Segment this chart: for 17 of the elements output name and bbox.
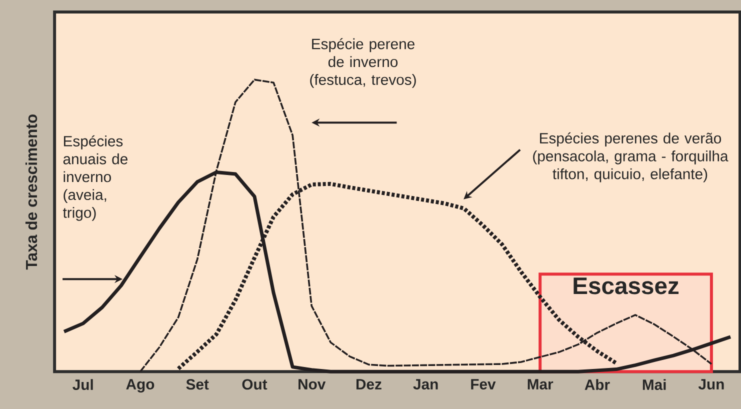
x-tick-label: Fev xyxy=(471,378,496,390)
x-tick-label: Jul xyxy=(72,378,93,390)
x-tick-label: Set xyxy=(186,378,209,390)
x-tick-label: Abr xyxy=(584,378,610,390)
x-tick-label: Jan xyxy=(413,378,438,390)
x-tick-label: Jun xyxy=(698,378,724,390)
x-tick-label: Nov xyxy=(298,378,326,390)
y-axis-title: Taxa de crescimento xyxy=(25,114,38,270)
x-tick-label: Mai xyxy=(642,378,666,390)
text: Espécies anuais de inverno (aveia, trigo) xyxy=(62,135,128,221)
text: Espécie perene de inverno (festuca, trevos) xyxy=(310,38,416,88)
x-tick-label: Dez xyxy=(356,378,382,390)
x-tick-label: Mar xyxy=(528,378,554,390)
text: Espécies perenes de verão (pensacola, grama - forquilha tifton, quicuio, elefante) xyxy=(533,132,728,182)
band-label: Escassez xyxy=(574,277,679,294)
x-tick-label: Ago xyxy=(126,378,154,392)
x-tick-label: Out xyxy=(242,378,268,390)
